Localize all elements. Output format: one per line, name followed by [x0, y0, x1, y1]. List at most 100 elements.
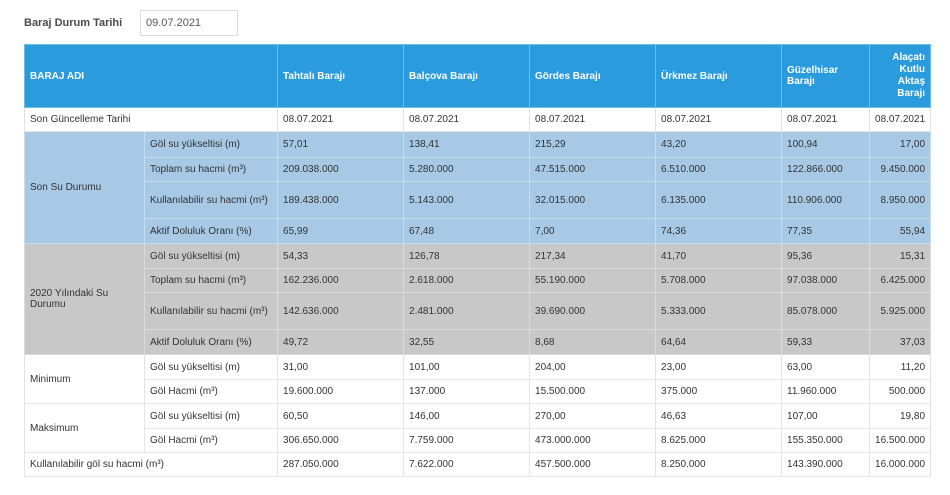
cell: 7.622.000	[403, 452, 531, 477]
cell: 46,63	[655, 403, 783, 429]
table-row: Toplam su hacmi (m³) 162.236.000 2.618.0…	[25, 268, 932, 293]
group-label-maksimum: Maksimum	[24, 403, 145, 453]
cell: 215,29	[529, 131, 657, 158]
cell: 57,01	[277, 131, 405, 158]
cell: 457.500.000	[529, 452, 657, 477]
row-label: Aktif Doluluk Oranı (%)	[143, 329, 279, 355]
cell: 209.038.000	[277, 157, 405, 182]
usable-volume-row: Kullanılabilir göl su hacmi (m³) 287.050…	[23, 452, 932, 477]
row-label: Göl su yükseltisi (m)	[143, 131, 279, 158]
cell: 67,48	[403, 218, 531, 244]
row-label: Aktif Doluluk Oranı (%)	[143, 218, 279, 244]
table-row: Kullanılabilir su hacmi (m³) 142.636.000…	[25, 292, 932, 330]
cell: 08.07.2021	[403, 107, 531, 132]
cell: 217,34	[529, 243, 657, 269]
table-row: Aktif Doluluk Oranı (%) 49,72 32,55 8,68…	[25, 329, 932, 355]
cell: 19.600.000	[277, 379, 405, 404]
cell: 142.636.000	[277, 292, 405, 330]
row-label: Göl su yükseltisi (m)	[143, 243, 279, 269]
table-row: Göl Hacmi (m³) 19.600.000 137.000 15.500…	[25, 379, 932, 404]
cell: 110.906.000	[781, 181, 871, 219]
group-label-2020: 2020 Yılındaki Su Durumu	[24, 243, 145, 355]
cell: 6.510.000	[655, 157, 783, 182]
table-row: Maksimum Göl su yükseltisi (m) 60,50 146…	[24, 403, 932, 453]
cell: 8.250.000	[655, 452, 783, 477]
cell: 85.078.000	[781, 292, 871, 330]
cell: 5.280.000	[403, 157, 531, 182]
row-label: Kullanılabilir su hacmi (m³)	[143, 181, 279, 219]
header-row: BARAJ ADI Tahtalı Barajı Balçova Barajı …	[23, 44, 932, 108]
header-dam-alacati: Alaçatı Kutlu Aktaş Barajı	[869, 44, 932, 108]
cell: 37,03	[869, 329, 932, 355]
row-label: Toplam su hacmi (m³)	[143, 157, 279, 182]
cell: 8.950.000	[869, 181, 932, 219]
cell: 08.07.2021	[655, 107, 783, 132]
cell: 54,33	[277, 243, 405, 269]
cell: 08.07.2021	[781, 107, 871, 132]
table-row: Son Su Durumu Göl su yükseltisi (m) 57,0…	[24, 131, 932, 244]
cell: 8,68	[529, 329, 657, 355]
cell: 41,70	[655, 243, 783, 269]
cell: 55.190.000	[529, 268, 657, 293]
cell: 143.390.000	[781, 452, 871, 477]
row-label: Göl Hacmi (m³)	[143, 428, 279, 453]
table-row: Toplam su hacmi (m³) 209.038.000 5.280.0…	[25, 157, 932, 182]
cell: 16.000.000	[869, 452, 932, 477]
header-dam-urkmez: Ürkmez Barajı	[655, 44, 783, 108]
cell: 9.450.000	[869, 157, 932, 182]
cell: 32.015.000	[529, 181, 657, 219]
cell: 08.07.2021	[529, 107, 657, 132]
cell: 204,00	[529, 354, 657, 380]
cell: 155.350.000	[781, 428, 871, 453]
cell: 19,80	[869, 403, 932, 429]
cell: 65,99	[277, 218, 405, 244]
date-input[interactable]: 09.07.2021	[140, 10, 238, 36]
table-row: Minimum Göl su yükseltisi (m) 31,00 101,…	[24, 354, 932, 404]
cell: 16.500.000	[869, 428, 932, 453]
row-label: Göl su yükseltisi (m)	[143, 354, 279, 380]
table-row: Kullanılabilir su hacmi (m³) 189.438.000…	[25, 181, 932, 219]
cell: 137.000	[403, 379, 531, 404]
cell: 5.143.000	[403, 181, 531, 219]
cell: 270,00	[529, 403, 657, 429]
cell: 11,20	[869, 354, 932, 380]
cell: 17,00	[869, 131, 932, 158]
row-label: Göl su yükseltisi (m)	[143, 403, 279, 429]
cell: 77,35	[781, 218, 871, 244]
cell: 11.960.000	[781, 379, 871, 404]
cell: 126,78	[403, 243, 531, 269]
cell: 473.000.000	[529, 428, 657, 453]
cell: 49,72	[277, 329, 405, 355]
cell: 6.425.000	[869, 268, 932, 293]
cell: 15,31	[869, 243, 932, 269]
cell: 60,50	[277, 403, 405, 429]
cell: 100,94	[781, 131, 871, 158]
cell: 95,36	[781, 243, 871, 269]
header-dam-guzelhisar: Güzelhisar Barajı	[781, 44, 871, 108]
cell: 43,20	[655, 131, 783, 158]
cell: 189.438.000	[277, 181, 405, 219]
cell: 138,41	[403, 131, 531, 158]
update-label: Son Güncelleme Tarihi	[23, 107, 279, 132]
cell: 32,55	[403, 329, 531, 355]
cell: 5.925.000	[869, 292, 932, 330]
group-label-minimum: Minimum	[24, 354, 145, 404]
cell: 15.500.000	[529, 379, 657, 404]
cell: 146,00	[403, 403, 531, 429]
header-dam-tahtali: Tahtalı Barajı	[277, 44, 405, 108]
dam-status-table: BARAJ ADI Tahtalı Barajı Balçova Barajı …	[23, 44, 932, 477]
date-filter-label: Baraj Durum Tarihi	[24, 17, 123, 29]
cell: 64,64	[655, 329, 783, 355]
cell: 08.07.2021	[277, 107, 405, 132]
cell: 5.333.000	[655, 292, 783, 330]
cell: 375.000	[655, 379, 783, 404]
cell: 107,00	[781, 403, 871, 429]
cell: 7.759.000	[403, 428, 531, 453]
cell: 97.038.000	[781, 268, 871, 293]
cell: 287.050.000	[277, 452, 405, 477]
row-label: Göl Hacmi (m³)	[143, 379, 279, 404]
cell: 39.690.000	[529, 292, 657, 330]
cell: 101,00	[403, 354, 531, 380]
cell: 31,00	[277, 354, 405, 380]
cell: 2.618.000	[403, 268, 531, 293]
